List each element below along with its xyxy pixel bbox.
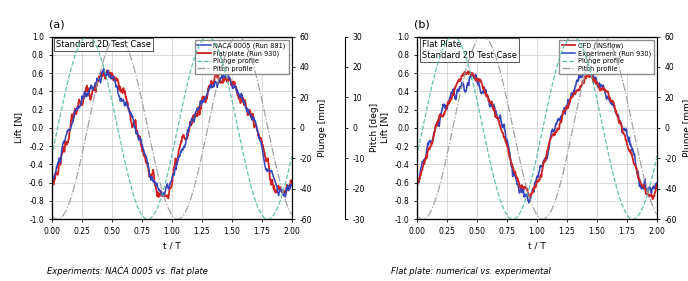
Text: (b): (b): [414, 19, 430, 29]
Y-axis label: Lift [N]: Lift [N]: [14, 112, 23, 143]
Legend: NACA 0005 (Run 881), Flat plate (Run 930), Plunge profile, Pitch profile: NACA 0005 (Run 881), Flat plate (Run 930…: [195, 40, 288, 74]
Text: (a): (a): [50, 19, 65, 29]
Y-axis label: Plunge [mm]: Plunge [mm]: [682, 99, 688, 157]
Legend: CFD (INSflow), Experiment (Run 930), Plunge profile, Pitch profile: CFD (INSflow), Experiment (Run 930), Plu…: [559, 40, 654, 74]
Y-axis label: Lift [N]: Lift [N]: [380, 112, 389, 143]
Text: Flat Plate
Standard 2D Test Case: Flat Plate Standard 2D Test Case: [422, 40, 517, 60]
Text: Experiments: NACA 0005 vs. flat plate: Experiments: NACA 0005 vs. flat plate: [47, 267, 208, 276]
Text: Standard 2D Test Case: Standard 2D Test Case: [56, 40, 151, 49]
Y-axis label: Plunge [mm]: Plunge [mm]: [318, 99, 327, 157]
Text: Flat plate: numerical vs. experimental: Flat plate: numerical vs. experimental: [391, 267, 551, 276]
Y-axis label: Pitch [deg]: Pitch [deg]: [370, 103, 379, 152]
X-axis label: t / T: t / T: [528, 241, 546, 250]
X-axis label: t / T: t / T: [163, 241, 181, 250]
